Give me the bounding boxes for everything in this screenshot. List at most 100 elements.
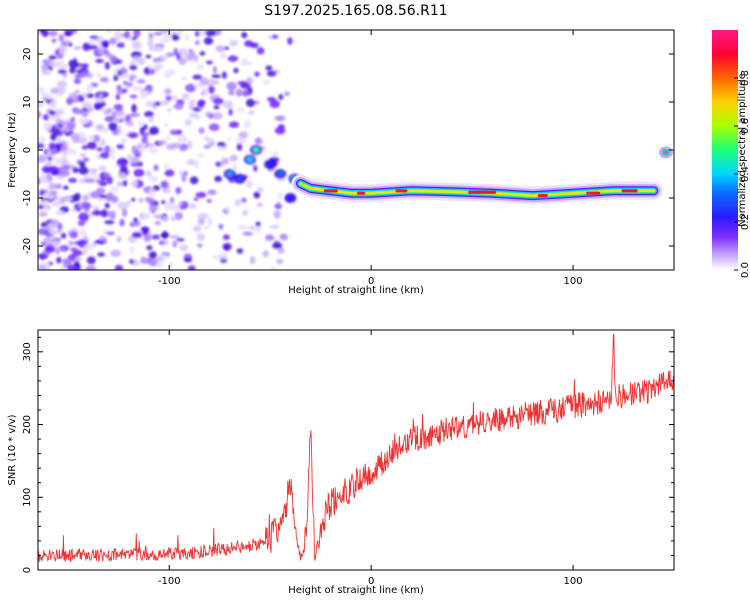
spectrogram-noise-blob (247, 110, 255, 116)
spectrogram-noise-blob (228, 108, 233, 116)
spectrogram-noise-blob (194, 30, 200, 37)
spectrogram-noise-blob (78, 212, 90, 221)
spectrogram-noise-blob (77, 220, 86, 227)
spectrogram-noise-blob (115, 109, 124, 116)
spectrogram-noise-blob (129, 112, 140, 118)
spectrogram-noise-blob (196, 99, 205, 109)
spectrogram-noise-blob (50, 87, 59, 94)
snr-y-tick-label: 100 (22, 488, 33, 507)
spectrogram-noise-blob (129, 64, 138, 71)
spectrogram-noise-blob (83, 123, 90, 128)
spectrogram-noise-blob (184, 118, 192, 127)
spectrogram-noise-blob (108, 122, 118, 131)
spectrogram-noise-blob (131, 40, 142, 50)
spectrogram-noise-blob (228, 121, 240, 128)
spectrogram-noise-blob (158, 240, 165, 246)
snr-frame (37, 329, 675, 571)
spectrogram-noise-blob (48, 142, 57, 149)
spectrogram-noise-blob (58, 34, 65, 42)
spectrogram-noise-blob (103, 109, 112, 115)
spectrogram-noise-blob (51, 170, 59, 176)
spectrogram-noise-blob (81, 202, 92, 210)
spectrogram-noise-blob (212, 65, 218, 74)
spectrogram-noise-blob (176, 237, 185, 242)
spectrogram-noise-blob (195, 191, 207, 198)
spectrogram-noise-blob (199, 77, 209, 86)
spectrogram-noise-blob (203, 145, 211, 149)
spectrogram-track-peak (468, 190, 497, 194)
spectrogram-noise-blob (271, 34, 279, 39)
spectrogram-noise-blob (81, 145, 89, 150)
spectrogram-noise-blob (236, 142, 243, 151)
spectrogram-track-peak (395, 189, 408, 193)
spectrogram-noise-blob (148, 175, 159, 183)
spectrogram-noise-blob (46, 224, 52, 231)
spectrogram-noise-blob (116, 235, 122, 243)
spectrogram-noise-blob (242, 231, 254, 236)
spectrogram-noise-blob (38, 155, 48, 162)
spectrogram-noise-blob (148, 32, 154, 39)
spectrogram-noise-blob (116, 42, 125, 48)
spectrogram-noise-blob (266, 70, 277, 77)
spectrogram-noise-blob (73, 192, 81, 202)
spectrogram-noise-blob (173, 103, 184, 110)
spectrogram-noise-blob (84, 178, 96, 183)
spectrogram-noise-blob (272, 242, 283, 249)
spectrogram-noise-blob (84, 243, 95, 251)
spectrogram-tone-track (291, 146, 673, 205)
spectrogram-noise-blob (183, 257, 193, 263)
spectrogram-noise-blob (207, 189, 217, 195)
spectrogram-noise-blob (227, 55, 239, 62)
spectrogram-noise-blob (226, 137, 232, 142)
spectrogram-noise-blob (48, 30, 58, 37)
spectrogram-noise-blob (213, 105, 220, 110)
spectrogram-noise-blob (166, 135, 171, 141)
spectrogram-noise-blob (66, 97, 74, 106)
colorbar-tick-label: 0.4 (740, 166, 750, 182)
spectrogram-noise-blob (152, 185, 161, 191)
spectrogram-noise-blob (205, 111, 212, 118)
spectrogram-noise-blob (180, 75, 188, 81)
spectrogram-noise-blob (104, 202, 110, 209)
spectrogram-noise-blob (224, 46, 230, 50)
spectrogram-noise-blob (144, 111, 154, 118)
spectrogram-noise-blob (144, 100, 154, 107)
spectrogram-noise-blob (109, 54, 117, 63)
spectrogram-noise-blob (131, 145, 138, 154)
spectrogram-noise-blob (181, 93, 190, 100)
spectrogram-noise-blob (138, 197, 144, 203)
spectrogram-noise-blob (270, 266, 277, 270)
spectrogram-noise-blob (106, 176, 113, 185)
spectrogram-cluster-core (267, 161, 274, 167)
spectrogram-noise-blob (238, 224, 248, 230)
colorbar-tick-label: 0.2 (740, 214, 750, 230)
spectrogram-noise-blob (274, 115, 286, 121)
spectrogram-noise-blob (235, 137, 246, 144)
spectrogram-noise-blob (59, 170, 71, 177)
spectrogram-noise-blob (86, 141, 97, 150)
spectrogram-noise-blob (141, 132, 149, 138)
spectrogram-noise-blob (225, 206, 230, 212)
spectrogram-noise-blob (117, 125, 122, 132)
spectrogram-noise-blob (193, 197, 199, 202)
spectrogram-noise-blob (116, 181, 124, 187)
spectrogram-noise-blob (171, 30, 181, 36)
spectrogram-noise-blob (148, 144, 155, 154)
spectrogram-noise-blob (104, 220, 115, 225)
spectrogram-noise-blob (39, 211, 48, 218)
spectrogram-noise-blob (82, 194, 90, 202)
spectrogram-noise-blob (102, 229, 107, 235)
spectrogram-noise-blob (38, 204, 44, 210)
spectrogram-noise-blob (208, 85, 215, 94)
spectrogram-noise-blob (58, 157, 63, 166)
spectrogram-noise-blob (242, 89, 250, 97)
spectrogram-noise-blob (109, 153, 115, 160)
colorbar-ticks: 0.0 0.2 0.4 0.6 0.8 (734, 70, 750, 278)
spectrogram-noise-blob (215, 161, 222, 167)
spectrogram-noise-blob (164, 169, 175, 177)
spectrogram-noise-blob (161, 187, 172, 194)
spectrogram-noise-blob (60, 232, 67, 239)
spectrogram-noise-blob (81, 110, 89, 118)
spectrogram-noise-blob (116, 144, 125, 150)
spectrogram-noise-blob (178, 48, 188, 56)
